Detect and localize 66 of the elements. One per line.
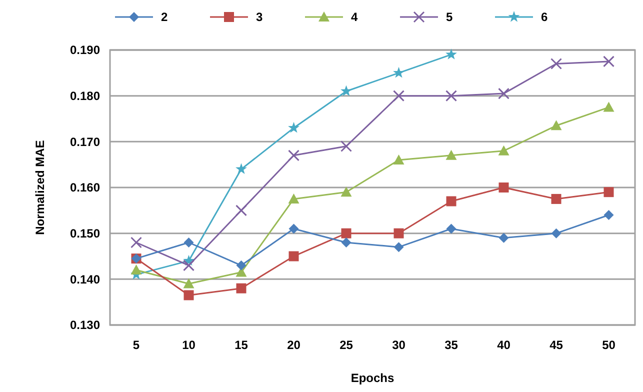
point [550, 58, 562, 70]
x-tick-label: 35 [444, 338, 458, 352]
y-tick-label: 0.170 [70, 134, 100, 149]
legend-label: 5 [446, 10, 453, 24]
x-tick-label: 10 [182, 338, 196, 352]
point [498, 182, 509, 192]
x-axis-title: Epochs [350, 371, 394, 385]
point [393, 90, 404, 102]
point [288, 251, 299, 262]
point [604, 187, 614, 198]
point [550, 120, 562, 130]
point [340, 140, 352, 152]
point [498, 88, 510, 100]
point [340, 85, 352, 96]
y-tick-label: 0.140 [70, 272, 100, 286]
point [288, 122, 300, 133]
y-tick-label: 0.130 [70, 318, 100, 332]
x-tick-label: 20 [287, 338, 301, 352]
y-tick-label: 0.160 [70, 180, 100, 195]
point [288, 224, 299, 234]
point [393, 66, 404, 78]
point [236, 283, 246, 294]
legend-label: 3 [256, 10, 263, 24]
point [184, 290, 194, 300]
point [183, 278, 194, 288]
legend-label: 6 [541, 10, 548, 24]
point [341, 228, 352, 238]
point [341, 238, 352, 248]
point [184, 238, 194, 248]
point [498, 145, 510, 156]
y-axis-title: Normalized MAE [33, 140, 47, 235]
point [183, 260, 194, 272]
x-tick-label: 5 [132, 338, 140, 352]
x-tick-label: 40 [497, 338, 511, 352]
point [236, 260, 246, 270]
point [446, 150, 457, 160]
point [288, 150, 300, 162]
point [551, 194, 562, 204]
point [446, 224, 456, 234]
point [130, 236, 142, 248]
y-tick-label: 0.180 [70, 89, 100, 104]
point [236, 163, 247, 174]
point [498, 232, 509, 243]
point [130, 264, 142, 274]
x-tick-label: 25 [340, 338, 354, 352]
point [288, 193, 300, 204]
y-tick-label: 0.150 [70, 226, 100, 241]
point [340, 186, 352, 197]
point [446, 48, 457, 60]
point [393, 154, 404, 164]
point [446, 90, 457, 102]
x-tick-label: 30 [392, 338, 406, 352]
x-tick-label: 50 [602, 338, 616, 352]
point [236, 204, 247, 216]
point [603, 56, 614, 68]
x-tick-label: 45 [550, 338, 564, 352]
x-tick-label: 15 [234, 338, 248, 352]
point [446, 196, 456, 206]
legend-label: 4 [351, 10, 358, 24]
point [603, 102, 614, 112]
y-tick-label: 0.190 [70, 43, 100, 58]
point [394, 242, 404, 252]
point [551, 228, 562, 238]
legend-label: 2 [161, 10, 168, 24]
point [604, 210, 614, 220]
point [394, 228, 404, 238]
